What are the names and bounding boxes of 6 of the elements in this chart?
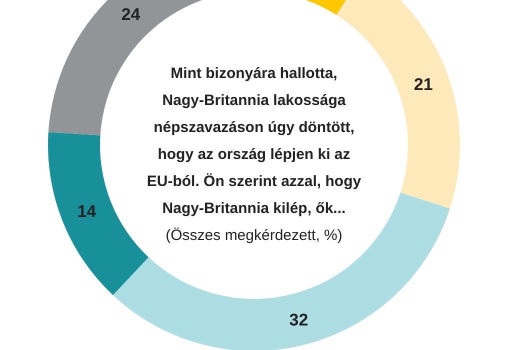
data-label: 14 xyxy=(77,202,97,222)
data-label: 21 xyxy=(414,74,433,94)
data-label: 24 xyxy=(121,4,141,24)
text: (Összes megkérdezett, %) xyxy=(166,227,342,244)
data-label: 32 xyxy=(289,310,308,330)
text: Mint bizonyára hallotta, Nagy-Britannia lakossága népszavazáson úgy döntött, hogy az ország lépjen ki az EU-ból. Ön szerint azzal, hogy Nagy-Britannia kilép, ők... xyxy=(146,65,362,217)
